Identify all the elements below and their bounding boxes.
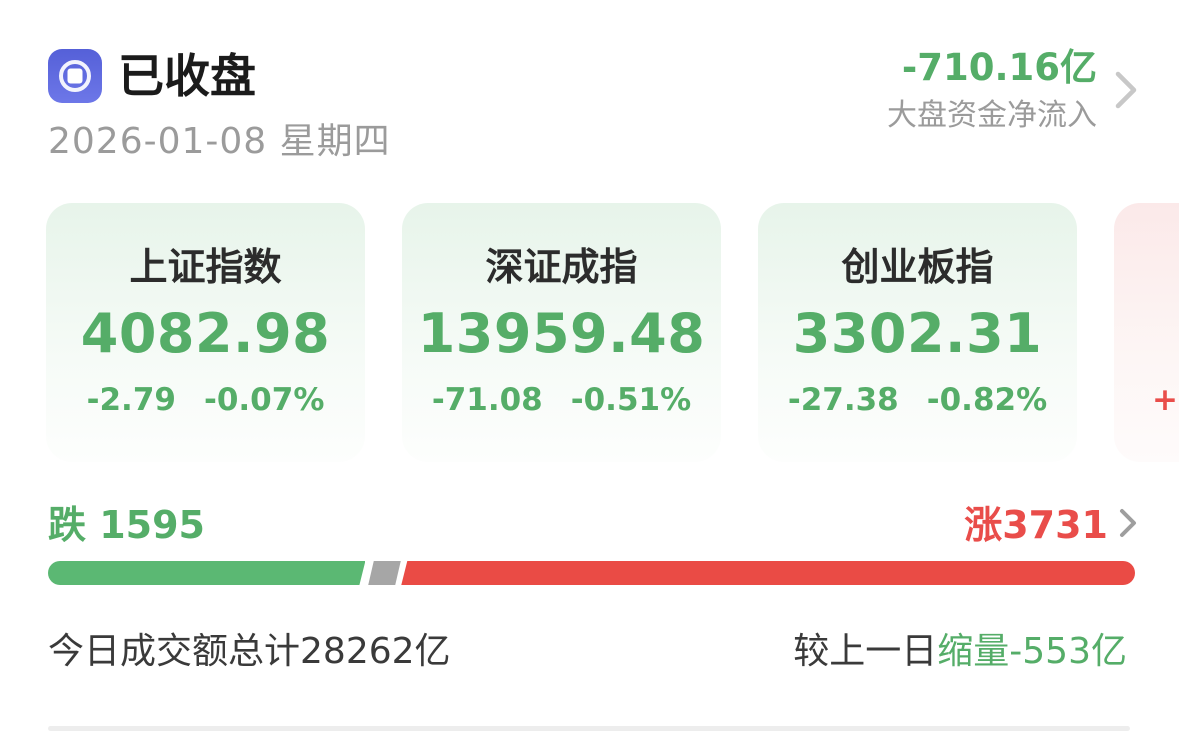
chevron-right-icon[interactable]: [1118, 505, 1138, 545]
index-change: -2.79: [86, 382, 176, 418]
breadth-bar: [48, 561, 1135, 585]
index-name: 深证成指: [485, 245, 638, 289]
title-row: 已收盘: [48, 48, 391, 104]
turnover-row: 今日成交额总计28262亿 较上一日缩量-553亿: [48, 632, 1127, 672]
net-flow-label: 大盘资金净流入: [887, 98, 1097, 133]
today-turnover-label: 今日成交额总计: [48, 631, 301, 672]
index-change-row: -2.79 -0.07%: [87, 383, 325, 417]
turnover-compare: 较上一日缩量-553亿: [793, 632, 1127, 672]
index-card-shenzhen[interactable]: 深证成指 13959.48 -71.08 -0.51%: [402, 203, 721, 462]
net-flow-value: -710.16亿: [901, 46, 1097, 89]
index-change: -27.38: [787, 382, 899, 418]
decliners-label: 跌 1595: [48, 503, 205, 547]
coin-ring-icon: [59, 60, 91, 92]
breadth-row: 跌 1595 涨3731: [48, 504, 1138, 546]
advancers-block[interactable]: 涨3731: [964, 504, 1138, 546]
net-flow-summary[interactable]: -710.16亿 大盘资金净流入: [887, 48, 1139, 132]
index-change-row: +: [1152, 383, 1179, 417]
index-change: +: [1152, 382, 1178, 418]
header: 已收盘 2026-01-08 星期四 -710.16亿 大盘资金净流入: [0, 0, 1179, 164]
advance-bar-segment: [401, 561, 1135, 585]
index-change-pct: -0.07%: [203, 382, 325, 418]
index-change-row: -27.38 -0.82%: [788, 383, 1047, 417]
index-change-row: -71.08 -0.51%: [432, 383, 691, 417]
index-value: 13959.48: [417, 302, 706, 365]
coin-square-icon: [67, 68, 83, 84]
index-value: 3302.31: [792, 302, 1043, 365]
turnover-compare-value: 缩量-553亿: [937, 631, 1127, 672]
today-turnover: 今日成交额总计28262亿: [48, 632, 451, 672]
index-card-shanghai[interactable]: 上证指数 4082.98 -2.79 -0.07%: [46, 203, 365, 462]
today-turnover-value: 28262: [300, 631, 415, 672]
page-title: 已收盘: [118, 49, 256, 103]
index-card-partial[interactable]: +: [1114, 203, 1179, 462]
index-name: 上证指数: [129, 245, 282, 289]
net-flow-block[interactable]: -710.16亿 大盘资金净流入: [887, 48, 1097, 132]
index-change-pct: -0.82%: [926, 382, 1048, 418]
chevron-right-icon[interactable]: [1113, 67, 1139, 113]
turnover-compare-label: 较上一日: [793, 631, 938, 672]
date-label: 2026-01-08 星期四: [48, 121, 391, 162]
index-card-chinext[interactable]: 创业板指 3302.31 -27.38 -0.82%: [758, 203, 1077, 462]
index-value: 4082.98: [80, 302, 331, 365]
decline-bar-segment: [48, 561, 365, 585]
index-change-pct: -0.51%: [570, 382, 692, 418]
coin-status-icon: [48, 49, 102, 103]
flat-bar-segment: [368, 561, 401, 585]
today-turnover-unit: 亿: [414, 631, 451, 672]
header-left: 已收盘 2026-01-08 星期四: [48, 48, 391, 164]
index-change: -71.08: [431, 382, 543, 418]
index-name: 创业板指: [841, 245, 994, 289]
advancers-label: 涨3731: [964, 503, 1108, 547]
index-cards-row: 上证指数 4082.98 -2.79 -0.07% 深证成指 13959.48 …: [46, 203, 1179, 463]
bottom-divider: [48, 726, 1130, 731]
